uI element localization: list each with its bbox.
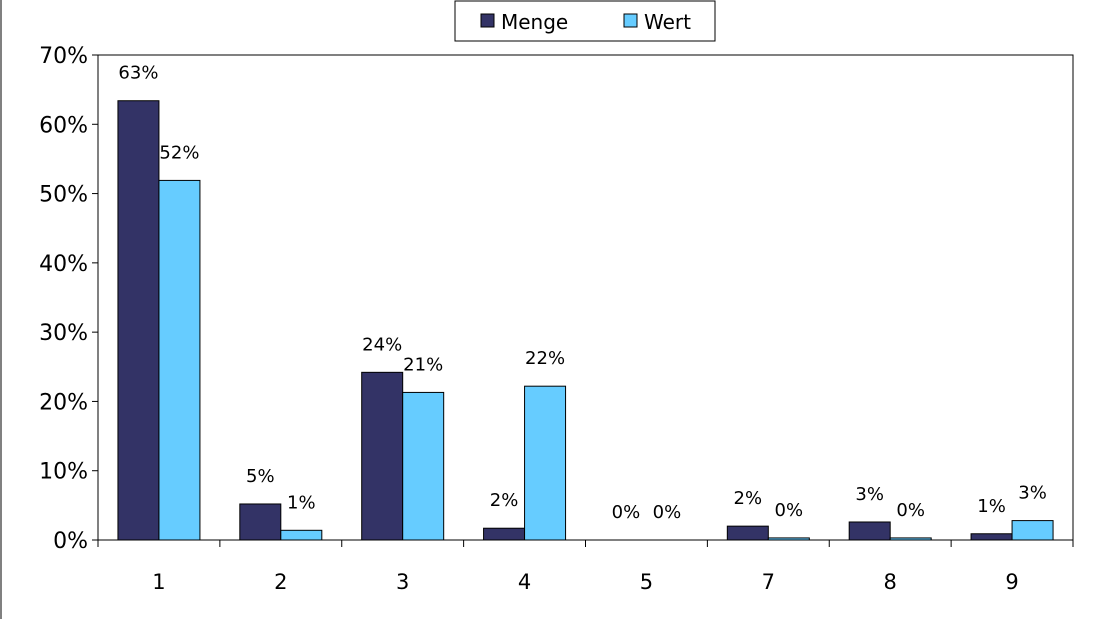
y-tick-label: 70% [39, 44, 88, 69]
legend-label-wert: Wert [644, 10, 691, 34]
x-tick-label: 1 [152, 570, 165, 594]
data-label-wert: 0% [653, 502, 682, 523]
bar-wert [889, 537, 932, 541]
data-label-wert: 52% [159, 142, 199, 163]
x-tick-label: 8 [884, 570, 897, 594]
legend-label-menge: Menge [501, 10, 568, 34]
bar-wert [524, 385, 567, 541]
data-label-menge: 2% [490, 490, 519, 511]
data-label-menge: 2% [734, 488, 763, 509]
data-label-wert: 22% [525, 348, 565, 369]
data-label-wert: 0% [775, 500, 804, 521]
bar-wert [280, 529, 323, 541]
x-tick-label: 5 [640, 570, 653, 594]
bar-wert [1011, 520, 1054, 541]
data-label-wert: 1% [287, 492, 316, 513]
bar-menge [483, 527, 526, 541]
bar-wert [402, 391, 445, 541]
data-label-menge: 3% [855, 484, 884, 505]
plot-area [97, 54, 1074, 541]
bar-menge [361, 371, 404, 541]
bar-menge [848, 521, 891, 541]
y-tick-label: 60% [39, 113, 88, 138]
legend-box [454, 0, 716, 42]
data-label-menge: 5% [246, 466, 275, 487]
legend: Menge Wert [454, 0, 716, 42]
data-label-wert: 0% [896, 500, 925, 521]
x-tick-label: 2 [274, 570, 287, 594]
x-tick-label: 3 [396, 570, 409, 594]
y-tick-label: 40% [39, 252, 88, 277]
legend-swatch-wert [623, 13, 638, 28]
x-tick-label: 4 [518, 570, 531, 594]
y-tick-label: 10% [39, 460, 88, 485]
data-label-menge: 63% [118, 63, 158, 84]
y-tick-label: 20% [39, 390, 88, 415]
bar-wert [767, 537, 810, 541]
y-tick-label: 50% [39, 183, 88, 208]
data-label-menge: 24% [362, 334, 402, 355]
x-tick-label: 7 [762, 570, 775, 594]
x-tick-label: 9 [1005, 570, 1018, 594]
data-label-menge: 0% [612, 502, 641, 523]
bar-menge [117, 100, 160, 541]
bar-wert [158, 179, 201, 541]
y-tick-label: 0% [53, 529, 88, 554]
legend-swatch-menge [480, 13, 495, 28]
bar-menge [726, 525, 769, 541]
data-label-menge: 1% [977, 496, 1006, 517]
bar-menge [970, 533, 1013, 541]
bar-menge [239, 503, 282, 541]
data-label-wert: 3% [1018, 483, 1047, 504]
y-tick-label: 30% [39, 321, 88, 346]
data-label-wert: 21% [403, 354, 443, 375]
